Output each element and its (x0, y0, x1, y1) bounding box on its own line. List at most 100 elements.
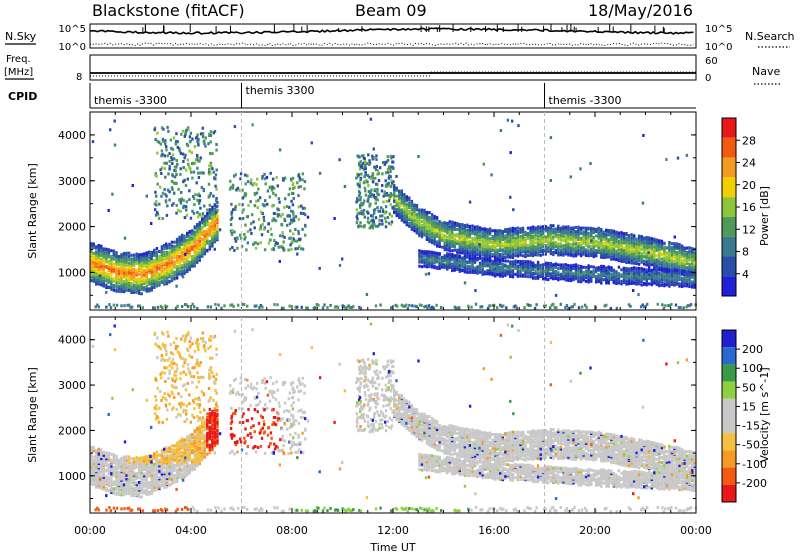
power-cell (184, 205, 188, 209)
power-cell (112, 264, 116, 267)
power-cell (557, 242, 560, 246)
power-cell (526, 271, 530, 275)
power-cell (363, 215, 366, 219)
power-cell (100, 249, 103, 253)
power-cell (408, 218, 411, 222)
power-cell (579, 254, 583, 258)
power-cell (504, 268, 507, 272)
power-cell (665, 246, 669, 250)
power-cell (481, 268, 484, 271)
power-cell (107, 248, 111, 252)
power-cell (481, 240, 484, 244)
power-cell (186, 258, 189, 261)
power-cell (617, 239, 621, 243)
power-cell (173, 245, 176, 248)
power-cell (425, 224, 429, 228)
power-cell (115, 283, 118, 287)
power-cell (135, 279, 138, 283)
power-cell (198, 237, 201, 241)
power-cell (249, 228, 252, 232)
power-cell (597, 226, 600, 230)
power-cell (400, 196, 403, 200)
power-cell (670, 279, 674, 283)
power-cell (499, 239, 502, 243)
power-cell (198, 222, 201, 226)
power-cell (577, 248, 580, 252)
power-cell (547, 238, 550, 242)
power-cell (622, 274, 626, 278)
power-cell (539, 272, 542, 276)
power-cell (199, 132, 203, 136)
power-cell (673, 273, 676, 277)
power-cell (279, 214, 283, 218)
power-cell (425, 256, 429, 260)
power-cell (453, 245, 456, 249)
power-cell (579, 240, 583, 244)
power-cell (627, 279, 631, 282)
power-cell (476, 245, 479, 249)
power-cell (174, 181, 177, 185)
power-cell (524, 232, 527, 236)
power-cell (395, 213, 398, 216)
power-cell (478, 233, 482, 237)
power-cell (557, 226, 560, 230)
power-cell (403, 193, 406, 197)
power-cell (506, 233, 509, 237)
power-cell (398, 189, 401, 193)
power-cell (168, 273, 171, 277)
power-cell (405, 195, 408, 199)
power-cell (559, 238, 563, 242)
power-cell (673, 259, 676, 263)
power-cell (102, 269, 105, 273)
power-cell (191, 176, 194, 180)
power-cell (675, 268, 679, 272)
power-cell (179, 209, 182, 213)
power-cell (590, 248, 593, 251)
power-cell (577, 245, 580, 248)
power-cell (461, 256, 464, 260)
power-cell (501, 271, 504, 274)
power-cell (398, 209, 401, 212)
power-cell (660, 260, 664, 264)
power-cell (481, 235, 484, 239)
power-cell (663, 254, 666, 258)
power-cell (420, 215, 424, 219)
power-cell (361, 225, 364, 229)
power-cell (673, 275, 676, 279)
power-cell (423, 259, 426, 263)
power-cell (463, 224, 467, 227)
power-cell (660, 242, 664, 246)
power-cell (660, 252, 664, 256)
power-cell (130, 263, 133, 267)
power-cell (155, 194, 158, 198)
power-cell (486, 245, 489, 249)
power-cell (92, 251, 95, 255)
power-cell (683, 277, 686, 281)
power-cell (670, 242, 674, 246)
power-cell (105, 271, 108, 275)
power-cell (173, 175, 177, 179)
power-cell (170, 279, 174, 283)
power-cell (249, 181, 253, 185)
power-cell (519, 271, 522, 275)
power-cell (180, 263, 184, 267)
power-cell (648, 261, 651, 265)
power-cell (524, 243, 527, 247)
power-cell (138, 292, 141, 295)
power-cell (163, 188, 166, 191)
power-cell (458, 254, 461, 258)
power-cell (160, 256, 164, 260)
power-cell (273, 243, 277, 247)
power-cell (155, 257, 159, 261)
power-cell (501, 238, 504, 242)
power-cell (552, 245, 555, 249)
power-cell (509, 237, 512, 241)
power-cell (195, 181, 198, 185)
power-cell (678, 253, 681, 257)
power-cell (203, 246, 206, 250)
power-cell (483, 252, 487, 256)
power-cell (458, 242, 461, 246)
power-cell (291, 182, 295, 186)
power-cell (403, 195, 406, 199)
power-cell (425, 229, 429, 233)
